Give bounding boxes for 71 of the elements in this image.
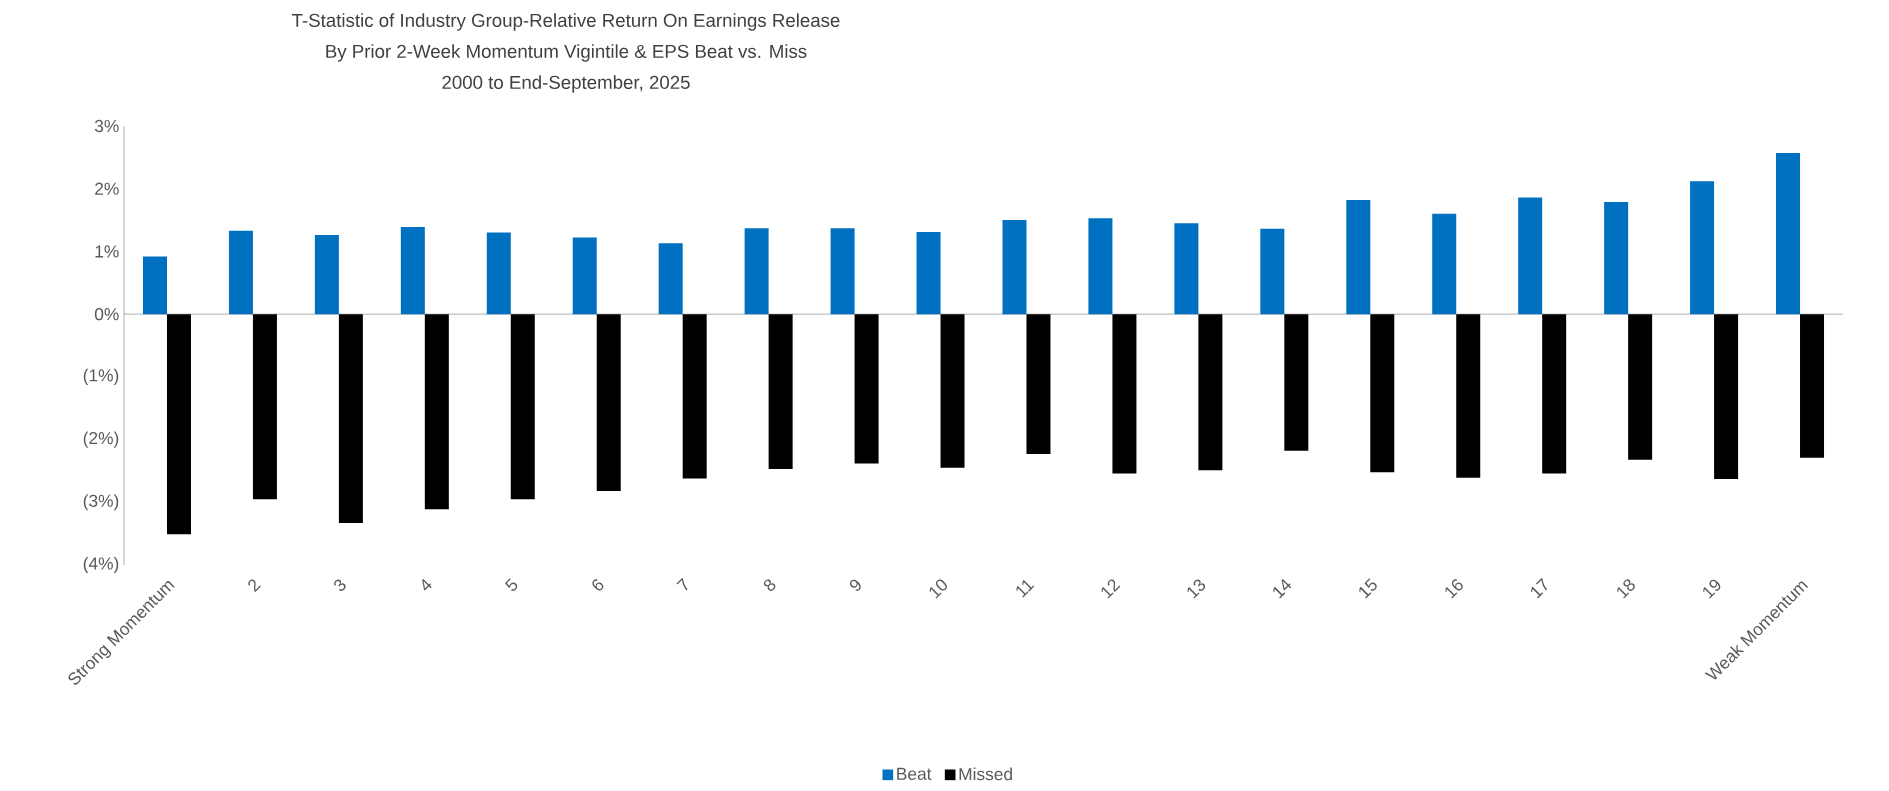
- bar: [916, 231, 941, 315]
- x-tick-label: 5: [505, 578, 518, 591]
- legend-label: Beat: [897, 767, 932, 780]
- x-tick-label: 4: [422, 578, 432, 591]
- bar: [830, 228, 855, 315]
- bar: [166, 314, 191, 535]
- bar: [1776, 152, 1801, 315]
- bar: [1542, 314, 1567, 474]
- bar: [854, 314, 879, 464]
- bar: [142, 256, 167, 315]
- x-tick-label: 18: [1617, 579, 1635, 599]
- bar: [400, 226, 425, 315]
- x-tick-label: 11: [1016, 580, 1035, 598]
- y-tick-label: (3%): [83, 494, 119, 511]
- y-tick-label: 0%: [94, 307, 119, 321]
- y-tick-label: 2%: [95, 182, 119, 195]
- bar: [940, 314, 965, 468]
- x-tick-label: 16: [1445, 579, 1463, 599]
- x-tick-label: 12: [1101, 579, 1121, 599]
- bar: [338, 314, 363, 523]
- bar: [682, 314, 707, 479]
- bar: [768, 314, 793, 470]
- bar: [1174, 223, 1199, 315]
- bar: [596, 314, 621, 491]
- bar: [510, 314, 535, 500]
- bar: [658, 243, 683, 315]
- x-tick-label: 3: [334, 579, 346, 591]
- bar: [1112, 314, 1137, 474]
- bar: [252, 314, 277, 500]
- bar: [228, 230, 253, 315]
- bar: [1518, 197, 1543, 315]
- x-tick-label: 2: [248, 579, 261, 593]
- x-tick-label: 9: [849, 579, 861, 591]
- bar: [1628, 314, 1653, 460]
- bar: [1370, 314, 1395, 473]
- bar: [314, 235, 339, 315]
- x-tick-label: 7: [676, 577, 688, 591]
- chart-title: T-Statistic of Industry Group-Relative Return On Earnings Release: [292, 13, 840, 31]
- x-tick-label: 13: [1187, 579, 1206, 599]
- text: 2000 to End-September, 2025: [442, 75, 690, 93]
- bar: [1088, 218, 1113, 315]
- bar: [1002, 220, 1027, 315]
- bar: [1346, 199, 1371, 315]
- bar: [1432, 213, 1457, 315]
- bar: [486, 232, 511, 315]
- bar: [424, 314, 449, 510]
- bar: [744, 228, 769, 315]
- x-tick-label: 15: [1359, 578, 1377, 599]
- y-tick-label: (4%): [83, 556, 119, 574]
- legend-label: Missed: [959, 767, 1012, 781]
- y-tick-label: 3%: [94, 119, 119, 133]
- x-tick-label: 14: [1273, 578, 1292, 599]
- bar: [1800, 314, 1825, 458]
- x-tick-label: 6: [592, 579, 604, 591]
- bar: [1260, 228, 1285, 315]
- bar: [1690, 181, 1715, 315]
- bar: [1198, 314, 1223, 471]
- x-tick-label: 19: [1703, 579, 1721, 599]
- bar: [1026, 314, 1051, 454]
- x-tick-label: 8: [763, 579, 776, 591]
- bar: [1284, 314, 1309, 451]
- x-tick-label: 10: [929, 579, 947, 599]
- y-tick-label: (1%): [83, 368, 119, 385]
- y-tick-label: 1%: [95, 245, 119, 258]
- bar: [1714, 314, 1739, 480]
- bar: [1456, 314, 1481, 478]
- bar: [1604, 201, 1629, 315]
- y-tick-label: (2%): [83, 431, 119, 448]
- chart-subtitle: By Prior 2-Week Momentum Vigintile & EPS Beat vs. Miss: [326, 44, 807, 62]
- x-tick-label: 17: [1531, 577, 1548, 599]
- bar: [572, 237, 597, 315]
